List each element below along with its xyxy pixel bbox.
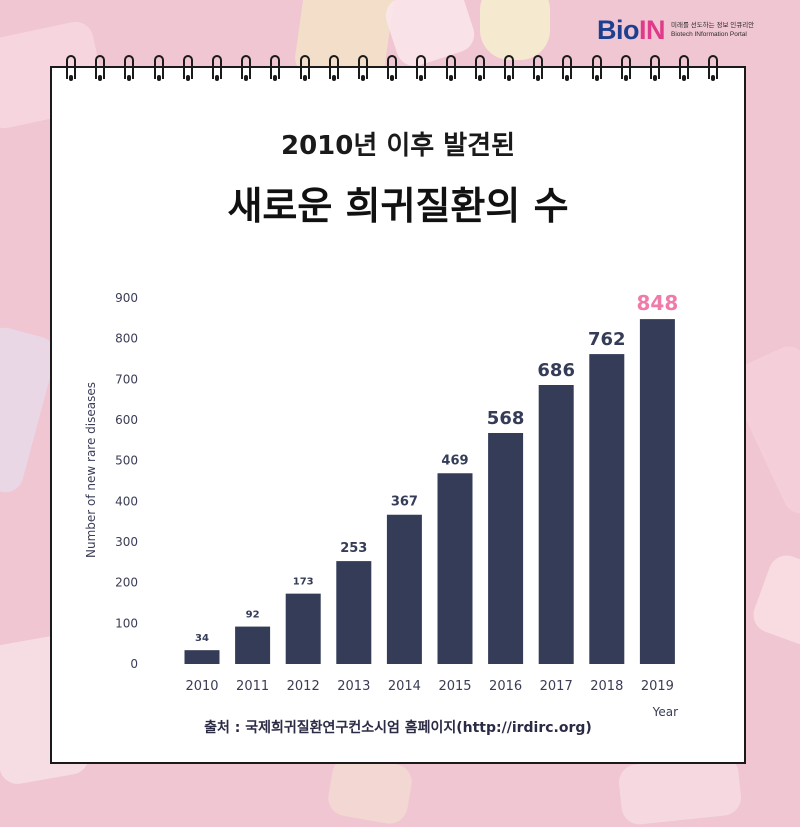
bar-2017 — [538, 385, 574, 664]
y-tick-label: 200 — [115, 576, 138, 590]
binding-ring — [387, 55, 398, 81]
binding-ring — [95, 55, 106, 81]
y-tick-label: 400 — [115, 494, 138, 508]
data-label: 34 — [195, 633, 209, 644]
y-tick-label: 0 — [130, 657, 138, 671]
data-label: 848 — [637, 291, 679, 315]
x-tick-label: 2017 — [540, 679, 573, 694]
bar-2016 — [488, 432, 524, 664]
binding-ring — [153, 55, 164, 81]
data-label: 253 — [340, 541, 367, 556]
x-tick-label: 2015 — [438, 679, 471, 694]
data-label: 686 — [537, 360, 575, 381]
y-tick-label: 800 — [115, 332, 138, 346]
bar-2013 — [336, 561, 372, 664]
x-tick-label: 2018 — [590, 679, 623, 694]
x-tick-label: 2011 — [236, 679, 269, 694]
source-note: 출처 : 국제희귀질환연구컨소시엄 홈페이지(http://irdirc.org… — [204, 720, 592, 736]
data-label: 92 — [246, 610, 260, 621]
binding-ring — [416, 55, 427, 81]
bar-2015 — [437, 473, 473, 664]
y-tick-label: 500 — [115, 454, 138, 468]
binding-ring — [299, 55, 310, 81]
binding-ring — [328, 55, 339, 81]
binding-ring — [241, 55, 252, 81]
binding-ring — [504, 55, 514, 81]
binding-ring — [66, 55, 76, 81]
data-label: 568 — [487, 408, 525, 429]
data-label: 367 — [391, 495, 418, 510]
binding-ring — [474, 55, 485, 81]
x-tick-label: 2014 — [388, 679, 421, 694]
chart-title-line1: 2010년 이후 발견된 — [281, 131, 515, 161]
bar-2019 — [639, 319, 675, 664]
x-tick-label: 2016 — [489, 679, 522, 694]
background-decoration — [480, 0, 550, 60]
data-label: 762 — [588, 329, 626, 350]
x-tick-label: 2010 — [185, 679, 218, 694]
binding-ring — [358, 55, 368, 81]
bioin-logo[interactable]: BioIN 미래를 선도하는 정보 인큐리안 Biotech INformati… — [597, 12, 782, 48]
binding-ring — [270, 55, 281, 81]
y-axis-label: Number of new rare diseases — [84, 382, 98, 558]
binding-ring — [445, 55, 456, 81]
data-label: 173 — [293, 577, 314, 588]
y-tick-label: 600 — [115, 413, 138, 427]
binding-ring — [679, 55, 690, 81]
bar-2012 — [285, 593, 321, 664]
y-tick-label: 300 — [115, 535, 138, 549]
binding-ring — [591, 55, 602, 81]
binding-ring — [212, 55, 222, 81]
x-tick-label: 2013 — [337, 679, 370, 694]
y-tick-label: 700 — [115, 372, 138, 386]
x-tick-label: 2012 — [287, 679, 320, 694]
data-label: 469 — [441, 453, 468, 468]
bar-2014 — [386, 514, 422, 664]
bar-2010 — [184, 650, 220, 664]
y-tick-label: 100 — [115, 616, 138, 630]
logo-tagline: 미래를 선도하는 정보 인큐리안 Biotech INformation Por… — [671, 22, 755, 38]
binding-ring — [562, 55, 573, 81]
chart-title-line2: 새로운 희귀질환의 수 — [227, 184, 569, 228]
spiral-binding — [50, 55, 746, 95]
y-tick-label: 900 — [115, 291, 138, 305]
bar-chart: 0 100 200 300 400 500 600 700 800 900 Number of ne… — [84, 291, 679, 719]
bar-2018 — [589, 354, 625, 664]
binding-ring — [124, 55, 135, 81]
x-axis-label: Year — [652, 705, 678, 719]
binding-ring — [533, 55, 544, 81]
logo-mark: BioIN — [597, 14, 666, 45]
binding-ring — [620, 55, 631, 81]
binding-ring — [182, 55, 193, 81]
bar-2011 — [235, 626, 271, 664]
binding-ring — [708, 55, 719, 81]
x-tick-label: 2019 — [641, 679, 674, 694]
binding-ring — [650, 55, 660, 81]
